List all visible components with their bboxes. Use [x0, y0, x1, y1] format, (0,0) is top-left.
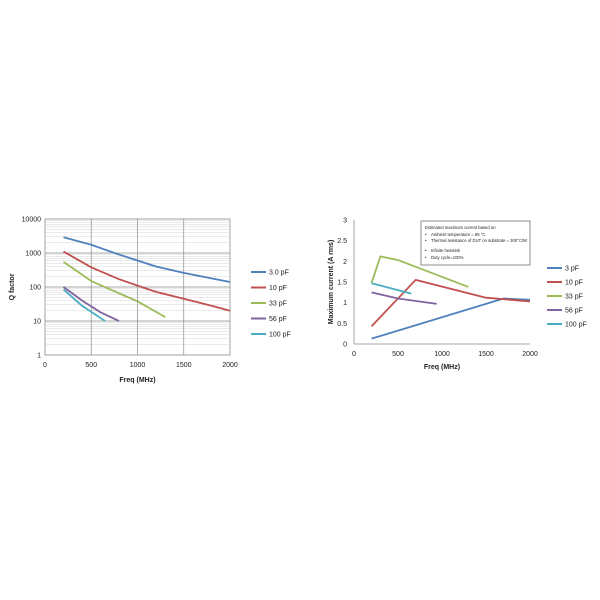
legend-label-100-pf: 100 pF — [565, 322, 587, 329]
max-current-x-tick-labels: 0 500 1000 1500 2000 — [352, 351, 538, 358]
q-factor-y-axis-label: Q factor — [9, 273, 16, 300]
series-line-56-pf — [62, 286, 120, 322]
x-tick-label: 0 — [43, 362, 47, 369]
y-tick-label: 1000 — [25, 251, 41, 258]
q-factor-gridlines — [45, 219, 230, 355]
max-current-legend: 3 pF 10 pF 33 pF 56 pF 100 pF — [547, 266, 587, 329]
annotation-box: Estimated maximum current based on • Amb… — [420, 220, 531, 266]
y-tick-label: 100 — [29, 285, 41, 292]
annotation-title: Estimated maximum current based on — [425, 225, 496, 230]
x-tick-label: 500 — [85, 362, 97, 369]
annotation-item-ambient: Ambient temperature = 85 °C — [431, 232, 485, 237]
max-current-chart: 0 500 1000 1500 2000 0 0.5 1 1.5 2 2.5 3 Freq (MHz… — [328, 218, 587, 372]
legend-label-100-pf: 100 pF — [269, 332, 291, 339]
series-line-56-pf — [371, 291, 437, 305]
series-line-3-0-pf — [63, 236, 231, 283]
legend-label-56-pf: 56 pF — [565, 308, 583, 315]
y-tick-label: 1 — [37, 353, 41, 360]
annotation-bullet-2: • — [425, 238, 427, 243]
legend-label-10-pf: 10 pF — [565, 280, 583, 287]
q-factor-chart: 0 500 1000 1500 2000 1 10 100 1000 10000 Freq (M… — [9, 217, 291, 385]
max-current-y-axis-label: Maximum current (A rms) — [328, 240, 335, 325]
q-factor-y-tick-labels: 1 10 100 1000 10000 — [22, 217, 42, 360]
series-line-10-pf — [63, 250, 231, 312]
legend-label-33-pf: 33 pF — [565, 294, 583, 301]
max-current-y-tick-labels: 0 0.5 1 1.5 2 2.5 3 — [337, 218, 347, 349]
legend-label-10-pf: 10 pF — [269, 285, 287, 292]
max-current-x-axis-label: Freq (MHz) — [424, 364, 460, 371]
annotation-bullet-1: • — [425, 232, 427, 237]
y-tick-label: 0.5 — [337, 321, 347, 328]
y-tick-label: 1.5 — [337, 280, 347, 287]
series-line-100-pf — [371, 282, 412, 295]
y-tick-label: 0 — [343, 342, 347, 349]
x-tick-label: 0 — [352, 351, 356, 358]
y-tick-label: 10 — [33, 319, 41, 326]
annotation-bullet-3: • — [425, 248, 427, 253]
x-tick-label: 1000 — [434, 351, 450, 358]
y-tick-label: 2 — [343, 259, 347, 266]
y-tick-label: 3 — [343, 218, 347, 225]
series-line-100-pf — [62, 288, 106, 322]
q-factor-series-lines — [62, 236, 231, 322]
x-tick-label: 500 — [392, 351, 404, 358]
legend-label-3-pf: 3 pF — [565, 266, 579, 273]
legend-label-3-0-pf: 3.0 pF — [269, 270, 289, 277]
legend-label-56-pf: 56 pF — [269, 316, 287, 323]
series-line-3-pf — [371, 297, 531, 340]
annotation-bullet-4: • — [425, 255, 427, 260]
annotation-item-duty: Duty cycle=100% — [431, 255, 464, 260]
q-factor-x-axis-label: Freq (MHz) — [119, 377, 155, 384]
q-factor-x-tick-labels: 0 500 1000 1500 2000 — [43, 362, 238, 369]
series-line-10-pf — [370, 279, 531, 327]
x-tick-label: 1500 — [176, 362, 192, 369]
y-tick-label: 1 — [343, 300, 347, 307]
x-tick-label: 1000 — [130, 362, 146, 369]
annotation-item-thermal: Thermal resistance of DUT on substrate =… — [431, 238, 527, 243]
q-factor-legend: 3.0 pF 10 pF 33 pF 56 pF 100 pF — [251, 270, 291, 339]
max-current-series-lines — [370, 255, 531, 340]
y-tick-label: 10000 — [22, 217, 42, 224]
series-line-33-pf — [370, 255, 469, 288]
x-tick-label: 2000 — [222, 362, 238, 369]
series-line-33-pf — [62, 261, 166, 318]
y-tick-label: 2.5 — [337, 238, 347, 245]
annotation-item-heatsink: Infinite heatsink — [431, 248, 461, 253]
legend-label-33-pf: 33 pF — [269, 301, 287, 308]
x-tick-label: 1500 — [478, 351, 494, 358]
x-tick-label: 2000 — [522, 351, 538, 358]
